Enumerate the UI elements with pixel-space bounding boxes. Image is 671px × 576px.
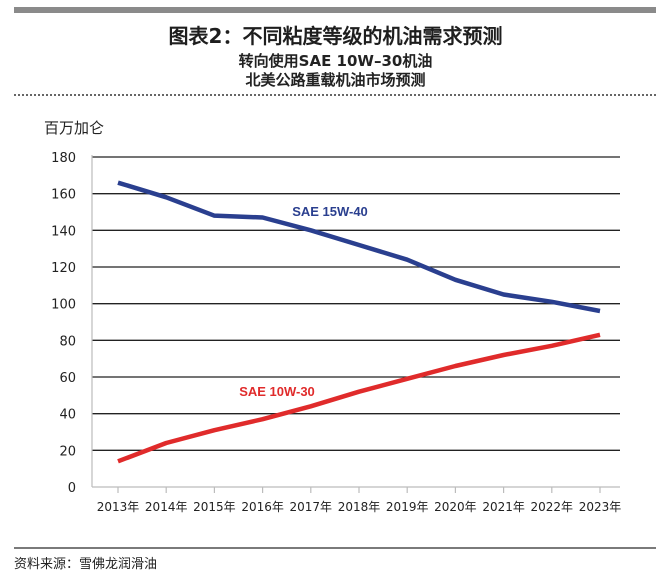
x-tick-label: 2015年 [193,500,236,514]
chart-title: 图表2：不同粘度等级的机油需求预测 [168,24,503,48]
axis-layer [91,155,620,493]
series-line-sae-10w-30 [117,332,601,464]
label-layer: 0 20 40 60 80 100 120 140 160 180 2013年 2014年 2015年 2… [51,151,621,514]
y-tick-label: 80 [59,334,76,349]
source-note: 资料来源：雪佛龙润滑油 [14,557,158,572]
series-line-sae-15w-40 [117,180,601,314]
y-tick-label: 180 [51,151,76,166]
series-label-sae-15w-40: SAE 15W-40 [292,204,368,219]
x-tick-label: 2021年 [482,500,525,514]
bottom-rule [14,547,656,549]
x-tick-label: 2013年 [97,500,140,514]
x-tick-label: 2023年 [579,500,622,514]
y-axis-unit-label: 百万加仑 [44,119,105,137]
top-rule [14,7,656,13]
y-tick-label: 140 [51,224,76,239]
y-tick-label: 60 [59,371,76,386]
x-tick-label: 2014年 [145,500,188,514]
y-tick-label: 120 [51,261,76,276]
y-tick-label: 40 [59,408,76,423]
series-label-sae-10w-30: SAE 10W-30 [239,384,315,399]
series-layer [117,180,601,464]
x-tick-label: 2017年 [290,500,333,514]
y-tick-label: 0 [68,481,76,496]
y-tick-label: 100 [51,298,76,313]
grid-layer [92,156,620,451]
y-tick-label: 20 [59,444,76,459]
y-tick-label: 160 [51,188,76,203]
x-tick-label: 2020年 [434,500,477,514]
chart-subtitle-2: 北美公路重载机油市场预测 [245,71,426,89]
x-tick-label: 2019年 [386,500,429,514]
chart-subtitle-1: 转向使用SAE 10W–30机油 [238,52,433,70]
dotted-divider [14,94,656,96]
x-tick-label: 2022年 [531,500,574,514]
x-tick-label: 2018年 [338,500,381,514]
x-tick-label: 2016年 [241,500,284,514]
